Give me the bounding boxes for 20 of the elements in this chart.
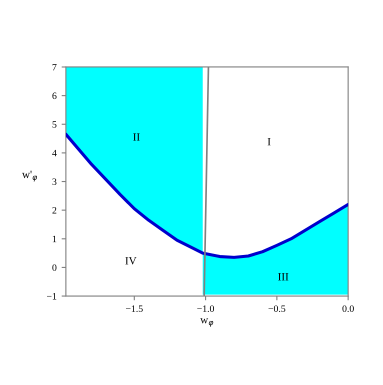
x-tick-label: 0.0 [342, 305, 354, 312]
y-tick-label: 0 [52, 264, 56, 271]
y-tick-label: 5 [52, 121, 56, 128]
y-tick-label: 2 [52, 207, 56, 214]
y-tick-label: −1 [46, 293, 56, 300]
annotation: I [268, 138, 271, 146]
x-tick-label: −1.5 [126, 305, 143, 312]
x-axis-title: w$_{φ}$ [200, 318, 214, 327]
line-series [66, 132, 348, 259]
y-tick-label: 6 [52, 92, 57, 100]
annotation: IV [125, 257, 137, 265]
x-tick-label: −0.5 [268, 305, 286, 312]
y-axis-title: w'$_{φ}$ [22, 170, 38, 182]
y-tick-label: 1 [52, 236, 56, 242]
y-tick-label: 3 [52, 178, 56, 185]
annotation: II [133, 133, 140, 141]
y-tick-label: 4 [52, 150, 57, 156]
y-tick-label: 7 [52, 64, 57, 70]
annotation: III [278, 273, 288, 280]
x-tick-label: −1.0 [197, 305, 214, 312]
